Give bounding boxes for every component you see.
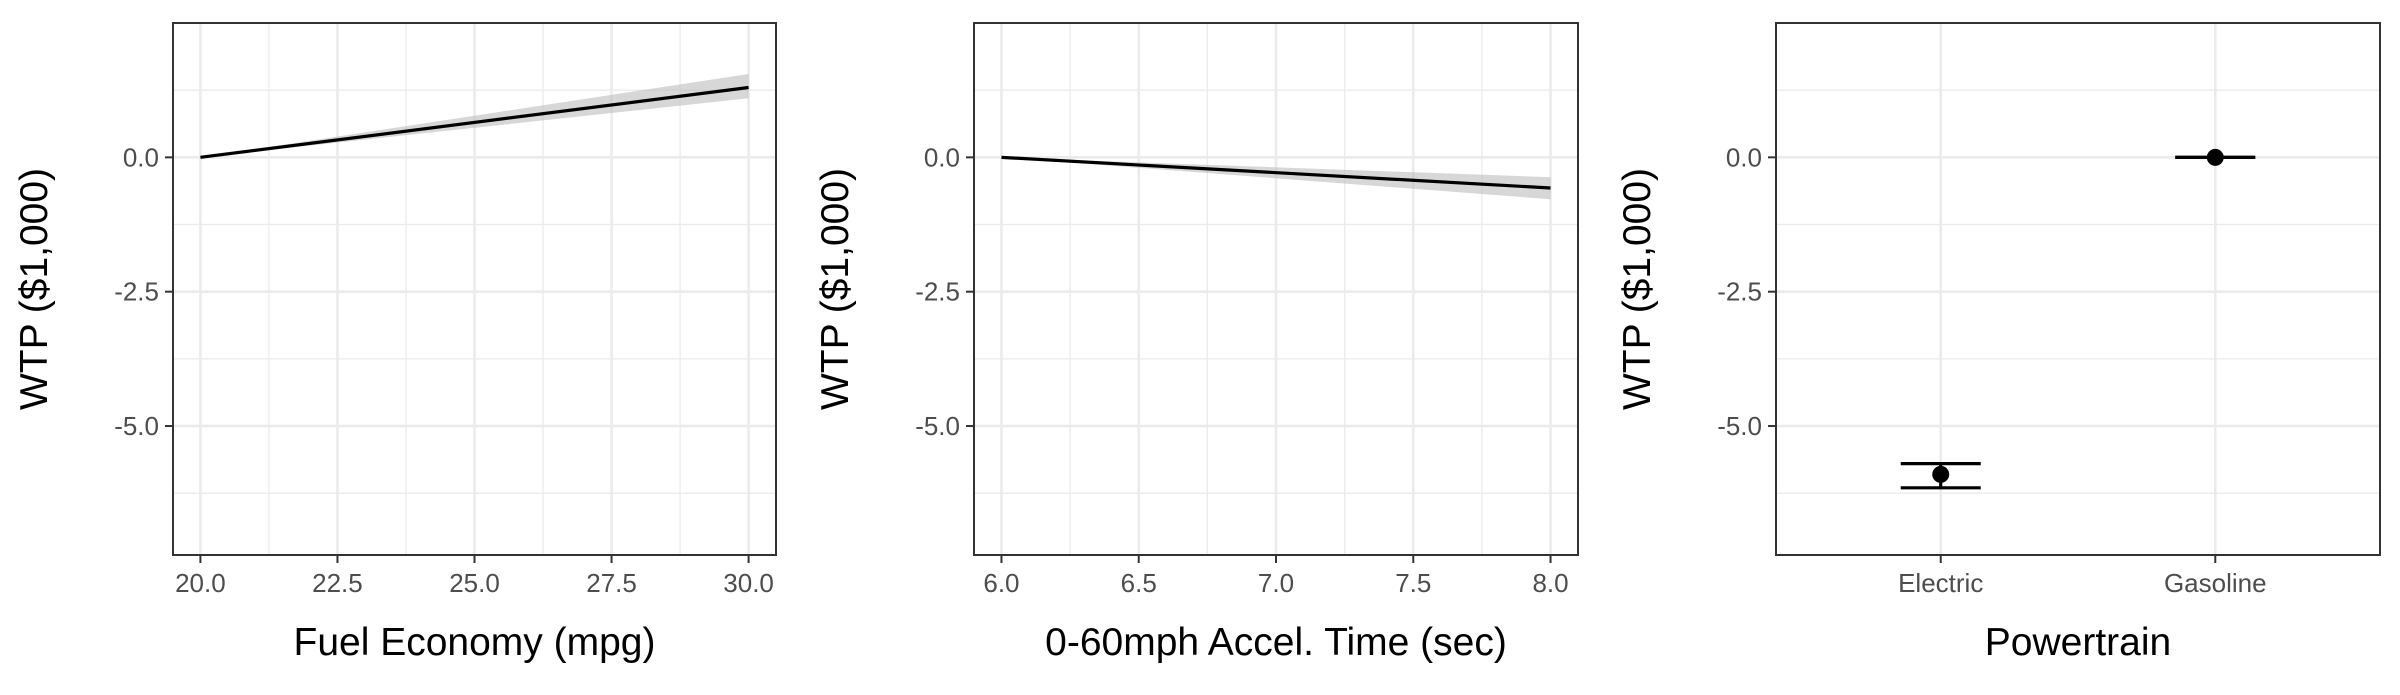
x-tick-label: Electric — [1898, 568, 1983, 598]
plot-background — [1776, 23, 2380, 555]
y-tick-label: -5.0 — [915, 411, 960, 441]
y-axis-title: WTP ($1,000) — [814, 168, 857, 410]
x-axis-title: Fuel Economy (mpg) — [294, 621, 656, 664]
panel-2: 0.0 -2.5 -5.0 6.0 6.5 7.0 7.5 8.0 0-60mph Accel.… — [814, 22, 1579, 664]
y-tick-label: -2.5 — [114, 277, 159, 307]
series-line — [1001, 155, 1551, 190]
y-tick-label: -2.5 — [1717, 277, 1762, 307]
y-tick-label: -5.0 — [114, 411, 159, 441]
x-tick-label: 20.0 — [175, 568, 226, 598]
confidence-band — [200, 74, 749, 158]
x-tick-label: 22.5 — [312, 568, 363, 598]
y-axis-title: WTP ($1,000) — [13, 168, 56, 410]
y-axis-title: WTP ($1,000) — [1616, 168, 1659, 410]
data-point — [2206, 148, 2224, 166]
x-tick-label: 27.5 — [586, 568, 637, 598]
confidence-band — [1001, 157, 1551, 200]
y-tick-label: -2.5 — [915, 277, 960, 307]
x-tick-label: 7.0 — [1258, 568, 1294, 598]
y-tick-label: -5.0 — [1717, 411, 1762, 441]
panel-border — [1775, 22, 2381, 556]
y-tick-label: 0.0 — [1726, 142, 1762, 172]
series-line — [200, 85, 749, 159]
y-tick-label: 0.0 — [123, 142, 159, 172]
data-point — [1932, 465, 1950, 483]
x-tick-label: 7.5 — [1395, 568, 1431, 598]
x-axis-title: Powertrain — [1985, 621, 2171, 664]
panel-3: 0.0 -2.5 -5.0 Electric Gasoline Powertrain WTP… — [1616, 22, 2381, 664]
x-tick-label: 25.0 — [449, 568, 500, 598]
x-tick-label: 30.0 — [723, 568, 774, 598]
x-tick-label: 8.0 — [1532, 568, 1568, 598]
x-tick-label: 6.0 — [983, 568, 1019, 598]
x-tick-label: Gasoline — [2164, 568, 2267, 598]
x-tick-label: 6.5 — [1121, 568, 1157, 598]
y-tick-label: 0.0 — [924, 142, 960, 172]
panel-1: 0.0 -2.5 -5.0 20.0 22.5 25.0 27.5 30.0 Fuel Econ… — [13, 22, 777, 664]
x-axis-title: 0-60mph Accel. Time (sec) — [1045, 621, 1507, 664]
